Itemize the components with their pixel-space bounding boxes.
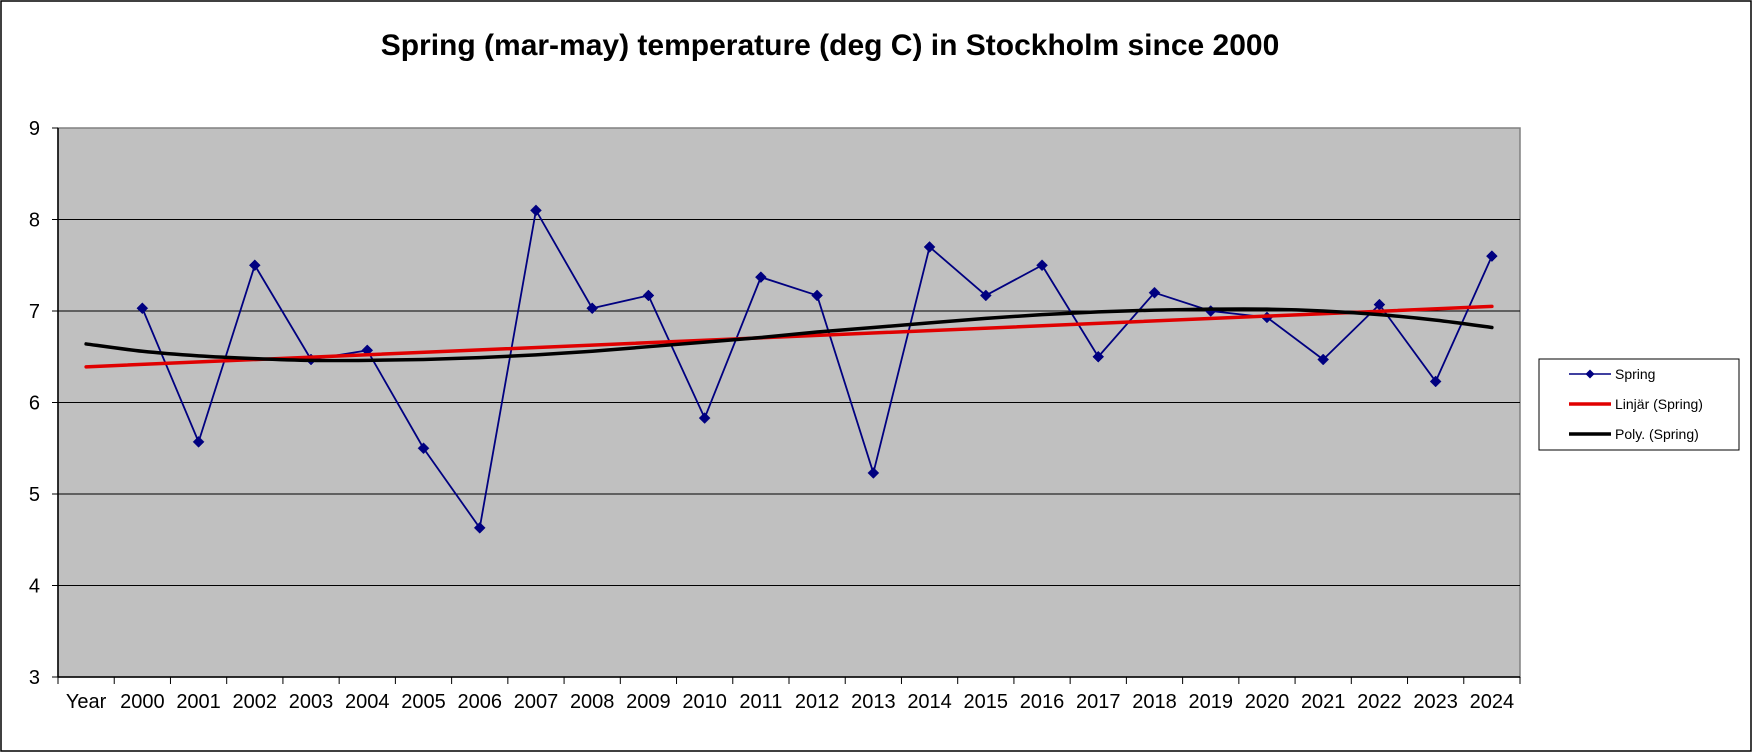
y-tick-label: 7: [29, 301, 40, 323]
x-tick-label: 2013: [851, 691, 896, 713]
y-tick-label: 3: [29, 667, 40, 689]
data-point-marker: [1486, 250, 1498, 262]
x-tick-label: 2002: [233, 691, 278, 713]
data-point-marker: [1429, 375, 1442, 388]
data-point-marker: [473, 522, 486, 534]
y-tick-label: 4: [29, 576, 40, 598]
poly-trendline: [84, 307, 1494, 363]
x-tick-label: 2022: [1357, 691, 1402, 713]
legend: Spring Linjär (Spring) Poly. (Spring): [1538, 358, 1740, 451]
data-point-marker: [698, 412, 711, 424]
y-tick-label: 6: [29, 393, 40, 415]
x-tick-label: 2001: [176, 691, 221, 713]
x-tick-label: 2009: [626, 691, 671, 713]
x-tick-label: 2005: [401, 691, 446, 713]
axes: 3 4 5 6 7 8 9 Year 2000 2001 2002 2003 2004 2005 2006 2…: [29, 118, 1521, 713]
x-tick-label: 2004: [345, 691, 390, 713]
data-point-marker: [642, 289, 655, 302]
x-tick-label: Year: [66, 691, 107, 713]
y-tick-label: 8: [29, 210, 40, 232]
x-tick-label: 2014: [907, 691, 952, 713]
x-tick-label: 2007: [514, 691, 559, 713]
data-point-marker: [1148, 286, 1161, 299]
data-point-marker: [755, 271, 767, 283]
x-tick-label: 2003: [289, 691, 334, 713]
data-point-marker: [979, 289, 992, 302]
x-tick-label: 2020: [1245, 691, 1290, 713]
data-point-marker: [923, 241, 936, 253]
x-tick-label: 2018: [1132, 691, 1177, 713]
legend-label: Spring: [1615, 366, 1655, 382]
x-tick-label: 2010: [682, 691, 727, 713]
data-point-marker: [192, 435, 205, 448]
x-tick-label: 2015: [964, 691, 1009, 713]
legend-label: Linjär (Spring): [1615, 396, 1703, 412]
data-point-marker: [1317, 353, 1330, 366]
x-tick-label: 2017: [1076, 691, 1121, 713]
linear-trendline: [84, 304, 1494, 369]
x-tick-label: 2000: [120, 691, 165, 713]
chart-title: Spring (mar-may) temperature (deg C) in …: [381, 29, 1280, 62]
legend-label: Poly. (Spring): [1615, 426, 1699, 442]
data-point-marker: [136, 302, 149, 315]
data-point-marker: [586, 302, 599, 315]
series-layer: [84, 204, 1498, 534]
data-point-marker: [1036, 259, 1048, 272]
data-point-marker: [248, 259, 261, 272]
x-tick-label: 2019: [1188, 691, 1233, 713]
x-tick-label: 2024: [1470, 691, 1515, 713]
y-tick-label: 9: [29, 118, 40, 140]
x-tick-label: 2016: [1020, 691, 1065, 713]
legend-marker: [1585, 369, 1595, 379]
data-point-marker: [417, 442, 430, 455]
data-point-marker: [530, 204, 542, 217]
data-point-marker: [867, 467, 880, 479]
x-tick-label: 2023: [1413, 691, 1458, 713]
y-tick-label: 5: [29, 484, 40, 506]
x-tick-label: 2006: [457, 691, 502, 713]
data-point-marker: [1092, 350, 1105, 363]
x-tick-label: 2021: [1301, 691, 1346, 713]
x-tick-label: 2011: [739, 691, 782, 713]
x-tick-label: 2008: [570, 691, 615, 713]
x-tick-label: 2012: [795, 691, 840, 713]
data-point-marker: [811, 289, 823, 302]
